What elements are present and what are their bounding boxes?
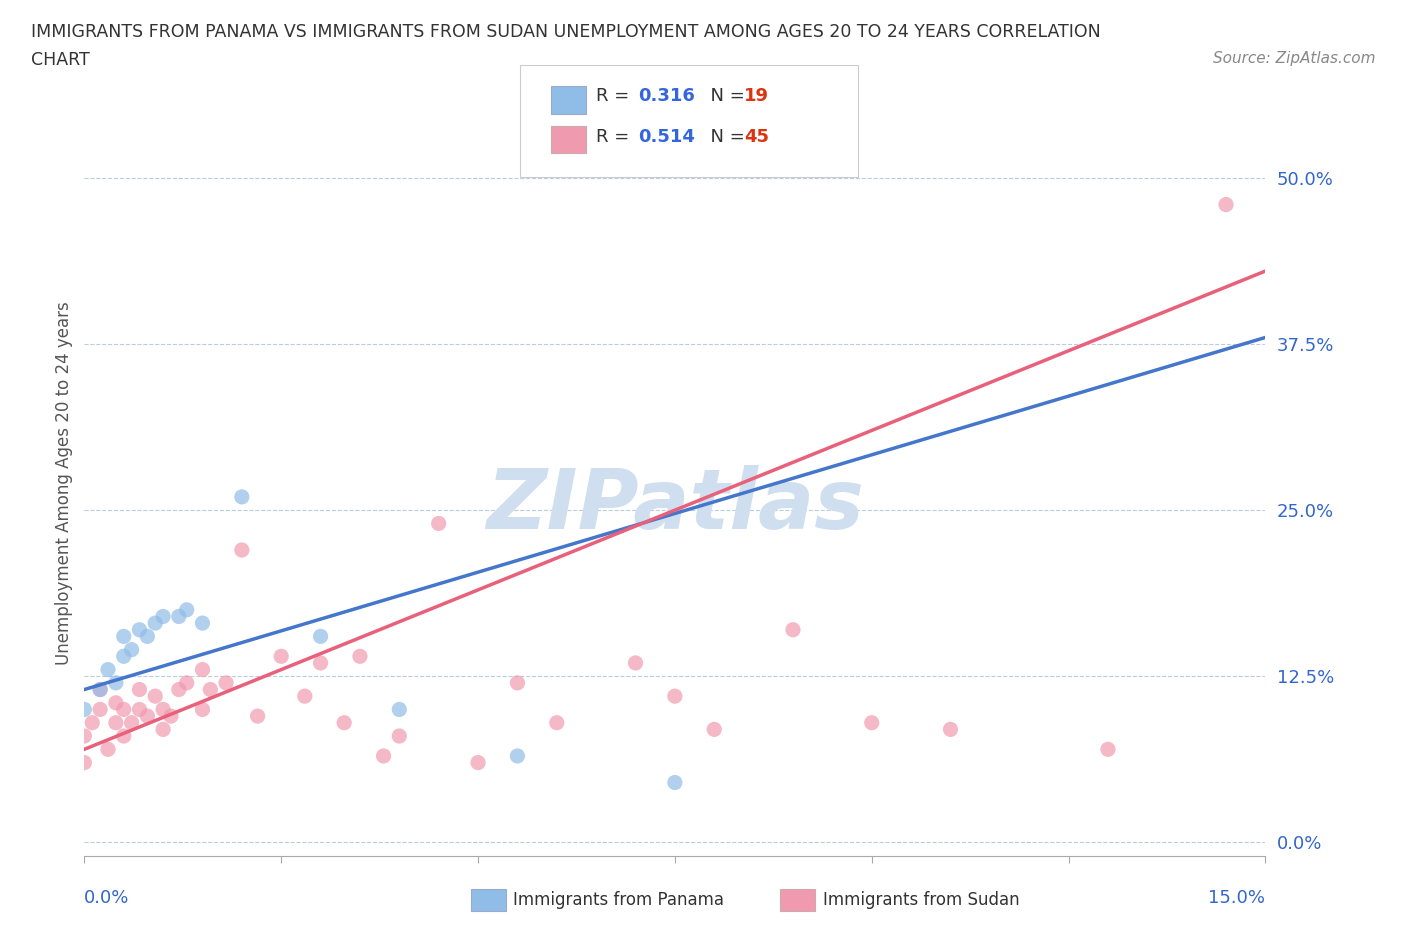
Point (104, 696, 127, 711)
Point (624, 656, 647, 671)
Text: 19: 19 (744, 86, 769, 105)
Text: Source: ZipAtlas.com: Source: ZipAtlas.com (1212, 51, 1375, 66)
Point (782, 622, 804, 637)
Point (121, 643, 143, 658)
Point (82, 715, 104, 730)
Point (309, 656, 332, 671)
Point (664, 689, 686, 704)
Text: Immigrants from Panama: Immigrants from Panama (513, 891, 724, 910)
Point (294, 689, 316, 704)
Point (152, 702, 174, 717)
Point (176, 603, 198, 618)
Point (309, 629, 332, 644)
Point (231, 489, 253, 504)
Point (939, 722, 962, 737)
Point (143, 689, 166, 704)
Text: 15.0%: 15.0% (1208, 889, 1265, 907)
Point (112, 649, 135, 664)
Point (191, 662, 214, 677)
Point (373, 749, 395, 764)
Point (104, 675, 127, 690)
Point (112, 629, 135, 644)
Text: IMMIGRANTS FROM PANAMA VS IMMIGRANTS FROM SUDAN UNEMPLOYMENT AMONG AGES 20 TO 24: IMMIGRANTS FROM PANAMA VS IMMIGRANTS FRO… (31, 23, 1101, 41)
Y-axis label: Unemployment Among Ages 20 to 24 years: Unemployment Among Ages 20 to 24 years (55, 301, 73, 666)
Text: 0.316: 0.316 (638, 86, 695, 105)
Point (97, 742, 120, 757)
Point (121, 715, 143, 730)
Point (246, 709, 269, 724)
Point (427, 516, 450, 531)
Point (73, 755, 96, 770)
Point (152, 722, 174, 737)
Point (136, 629, 159, 644)
Point (97, 662, 120, 677)
Point (143, 616, 166, 631)
Point (89, 702, 111, 717)
Point (546, 715, 568, 730)
Point (215, 675, 238, 690)
Point (73, 728, 96, 743)
Text: N =: N = (699, 86, 751, 105)
Point (231, 542, 253, 557)
Text: 0.514: 0.514 (638, 127, 695, 146)
Point (506, 675, 529, 690)
Point (104, 715, 127, 730)
Text: Immigrants from Sudan: Immigrants from Sudan (823, 891, 1019, 910)
Point (388, 728, 411, 743)
Point (128, 682, 150, 697)
Point (467, 755, 489, 770)
Point (112, 728, 135, 743)
Point (200, 682, 222, 697)
Point (112, 702, 135, 717)
Point (89, 682, 111, 697)
Point (136, 709, 159, 724)
Text: CHART: CHART (31, 51, 90, 69)
Point (167, 609, 190, 624)
Point (349, 649, 371, 664)
Point (191, 702, 214, 717)
Point (1215, 197, 1237, 212)
Text: 45: 45 (744, 127, 769, 146)
Point (89, 682, 111, 697)
Point (860, 715, 883, 730)
Point (191, 616, 214, 631)
Point (506, 749, 529, 764)
Point (664, 775, 686, 790)
Text: N =: N = (699, 127, 751, 146)
Point (160, 709, 183, 724)
Point (128, 622, 150, 637)
Point (388, 702, 411, 717)
Text: R =: R = (596, 127, 636, 146)
Point (176, 675, 198, 690)
Text: ZIPatlas: ZIPatlas (486, 465, 863, 547)
Point (152, 609, 174, 624)
Point (73, 702, 96, 717)
Point (1097, 742, 1119, 757)
Point (703, 722, 725, 737)
Point (270, 649, 292, 664)
Text: R =: R = (596, 86, 636, 105)
Point (333, 715, 356, 730)
Point (128, 702, 150, 717)
Text: 0.0%: 0.0% (84, 889, 129, 907)
Point (167, 682, 190, 697)
